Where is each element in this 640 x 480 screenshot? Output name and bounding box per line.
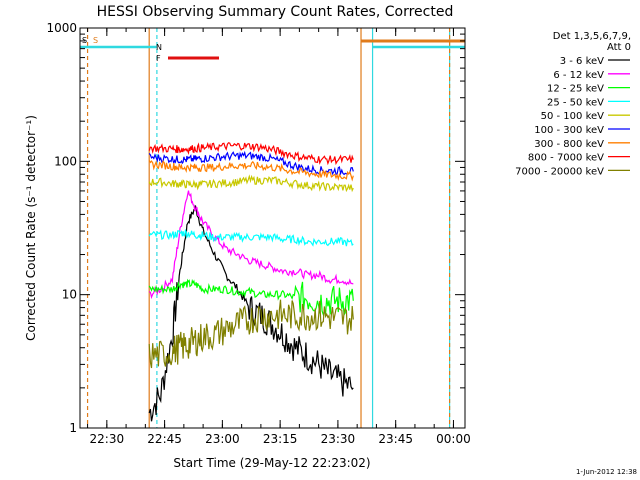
y-axis-label: Corrected Count Rate (s⁻¹ detector⁻¹) — [24, 115, 38, 341]
flag-label: F — [156, 54, 161, 63]
x-tick-label: 22:30 — [90, 432, 125, 446]
legend-label: 800 - 7000 keV — [528, 153, 604, 164]
observing-intervals — [80, 28, 465, 428]
legend-label: 7000 - 20000 keV — [515, 166, 604, 177]
y-tick-label: 1000 — [46, 21, 77, 35]
series-line — [148, 160, 354, 182]
series-line — [148, 142, 354, 166]
legend-label: 3 - 6 keV — [560, 56, 604, 67]
legend-label: 300 - 800 keV — [534, 139, 604, 150]
x-tick-label: 23:00 — [205, 432, 240, 446]
legend-label: 6 - 12 keV — [553, 70, 604, 81]
y-tick-label: 1 — [69, 421, 77, 435]
x-axis-label: Start Time (29-May-12 22:23:02) — [173, 456, 370, 470]
plot-frame — [79, 27, 466, 429]
series-line — [148, 278, 354, 317]
y-axis-ticks: 1 10 100 1000 — [46, 21, 465, 435]
x-tick-label: 23:15 — [263, 432, 298, 446]
series-line — [148, 150, 354, 176]
flag-label: N — [156, 43, 162, 52]
series-lines — [148, 142, 354, 422]
x-tick-label: 22:45 — [147, 432, 182, 446]
legend-title: Att 0 — [607, 42, 631, 53]
series-line — [148, 205, 354, 422]
legend: Det 1,3,5,6,7,9,Att 03 - 6 keV 6 - 12 keV… — [515, 31, 631, 177]
y-tick-label: 100 — [54, 154, 77, 168]
legend-label: 50 - 100 keV — [541, 111, 605, 122]
x-tick-label: 00:00 — [436, 432, 471, 446]
legend-title: Det 1,3,5,6,7,9, — [553, 31, 631, 42]
x-tick-label: 23:45 — [378, 432, 413, 446]
series-line — [148, 174, 354, 193]
series-line — [148, 190, 354, 300]
axes — [79, 27, 466, 429]
y-tick-label: 10 — [62, 288, 77, 302]
flag-label: S — [93, 36, 98, 45]
series-line — [148, 228, 354, 247]
timestamp: 1-Jun-2012 12:38 — [576, 468, 637, 476]
series-line — [148, 299, 354, 369]
legend-label: 12 - 25 keV — [547, 84, 604, 95]
legend-label: 25 - 50 keV — [547, 97, 604, 108]
x-axis-ticks: 22:30 22:45 23:00 23:15 23:30 23:45 00:00 — [87, 28, 471, 446]
chart-title: HESSI Observing Summary Count Rates, Cor… — [97, 4, 454, 20]
x-tick-label: 23:30 — [321, 432, 356, 446]
legend-label: 100 - 300 keV — [534, 125, 604, 136]
flag-markers: SNFS — [82, 36, 162, 63]
